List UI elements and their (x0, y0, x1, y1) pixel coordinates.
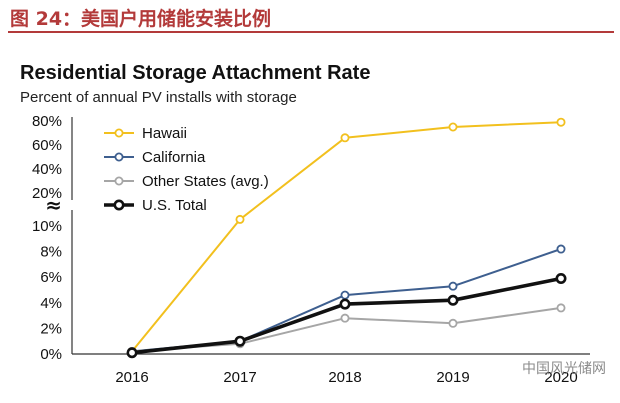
legend-swatch-marker (114, 176, 124, 186)
y-tick-label: 60% (32, 137, 62, 154)
y-tick-label: 10% (32, 218, 62, 235)
y-tick-label: 6% (40, 269, 62, 286)
data-point (556, 117, 566, 127)
y-tick-label: 2% (40, 320, 62, 337)
data-point (448, 122, 458, 132)
x-tick-label: 2019 (436, 369, 469, 386)
data-point (556, 244, 566, 254)
title-rule (8, 31, 614, 33)
x-tick-label: 2016 (115, 369, 148, 386)
data-point (339, 298, 351, 310)
y-tick-label: 20% (32, 185, 62, 202)
y-tick-label: 40% (32, 161, 62, 178)
data-point (234, 335, 246, 347)
data-point (556, 303, 566, 313)
legend-label: California (142, 149, 206, 166)
data-point (126, 347, 138, 359)
data-point (555, 272, 567, 284)
legend-swatch-marker (114, 152, 124, 162)
legend-swatch-marker (113, 199, 125, 211)
data-point (447, 294, 459, 306)
y-tick-label: 8% (40, 244, 62, 261)
legend-label: Hawaii (142, 125, 187, 142)
x-tick-label: 2017 (223, 369, 256, 386)
chart-title: Residential Storage Attachment Rate (20, 62, 371, 84)
legend-label: U.S. Total (142, 197, 207, 214)
watermark: 中国风光储网 (522, 361, 606, 377)
data-point (340, 133, 350, 143)
axis-break-symbol: ≈ (45, 193, 62, 217)
data-point (235, 214, 245, 224)
y-tick-label: 4% (40, 295, 62, 312)
figure-title: 图 24：美国户用储能安装比例 (10, 8, 272, 30)
x-tick-label: 2018 (328, 369, 361, 386)
legend-label: Other States (avg.) (142, 173, 269, 190)
data-point (340, 313, 350, 323)
data-point (448, 281, 458, 291)
data-point (340, 290, 350, 300)
x-tick-label: 2020 (544, 369, 577, 386)
data-point (448, 318, 458, 328)
y-tick-label: 80% (32, 113, 62, 130)
legend-swatch-marker (114, 128, 124, 138)
chart-subtitle: Percent of annual PV installs with stora… (20, 89, 297, 106)
y-tick-label: 0% (40, 346, 62, 363)
